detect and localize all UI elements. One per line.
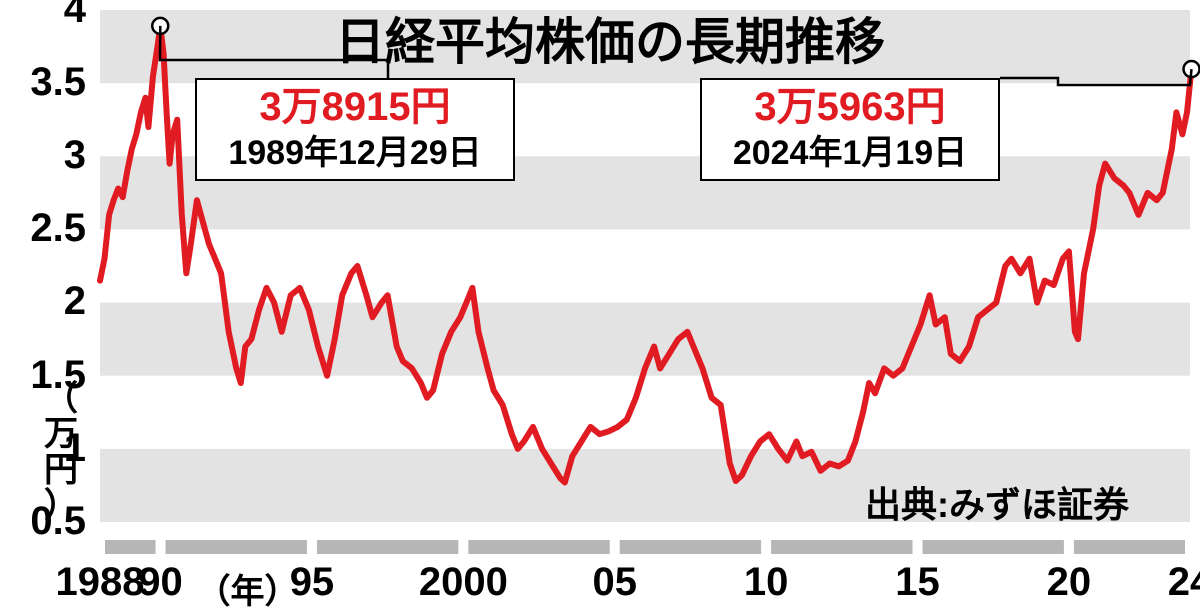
x-tick-label: 10 bbox=[706, 560, 826, 605]
callout-peak1989: 3万8915円1989年12月29日 bbox=[195, 78, 515, 181]
y-tick-label: 2.5 bbox=[0, 206, 86, 251]
callout-date: 2024年1月19日 bbox=[710, 132, 990, 175]
chart-title: 日経平均株価の長期推移 bbox=[335, 2, 885, 74]
callout-value: 3万5963円 bbox=[710, 82, 990, 132]
x-tick-label: 05 bbox=[555, 560, 675, 605]
nikkei-chart: 日経平均株価の長期推移 （万円） （年） 3万8915円1989年12月29日3… bbox=[0, 0, 1200, 615]
y-tick-label: 2 bbox=[0, 279, 86, 324]
x-tick-label: 90 bbox=[101, 560, 221, 605]
x-tick-label: 2000 bbox=[403, 560, 523, 605]
y-tick-label: 3 bbox=[0, 133, 86, 178]
callout-date: 1989年12月29日 bbox=[205, 132, 505, 175]
x-tick-label: 24 bbox=[1130, 560, 1200, 605]
y-tick-label: 3.5 bbox=[0, 60, 86, 105]
y-tick-label: 1 bbox=[0, 426, 86, 471]
x-tick-label: 20 bbox=[1009, 560, 1129, 605]
x-tick-label: 15 bbox=[858, 560, 978, 605]
source-label: 出典:みずほ証券 bbox=[865, 476, 1129, 528]
y-tick-label: 0.5 bbox=[0, 499, 86, 544]
y-tick-label: 1.5 bbox=[0, 353, 86, 398]
y-tick-label: 4 bbox=[0, 0, 86, 32]
x-tick-label: 95 bbox=[252, 560, 372, 605]
callout-latest2024: 3万5963円2024年1月19日 bbox=[700, 78, 1000, 181]
callout-value: 3万8915円 bbox=[205, 82, 505, 132]
